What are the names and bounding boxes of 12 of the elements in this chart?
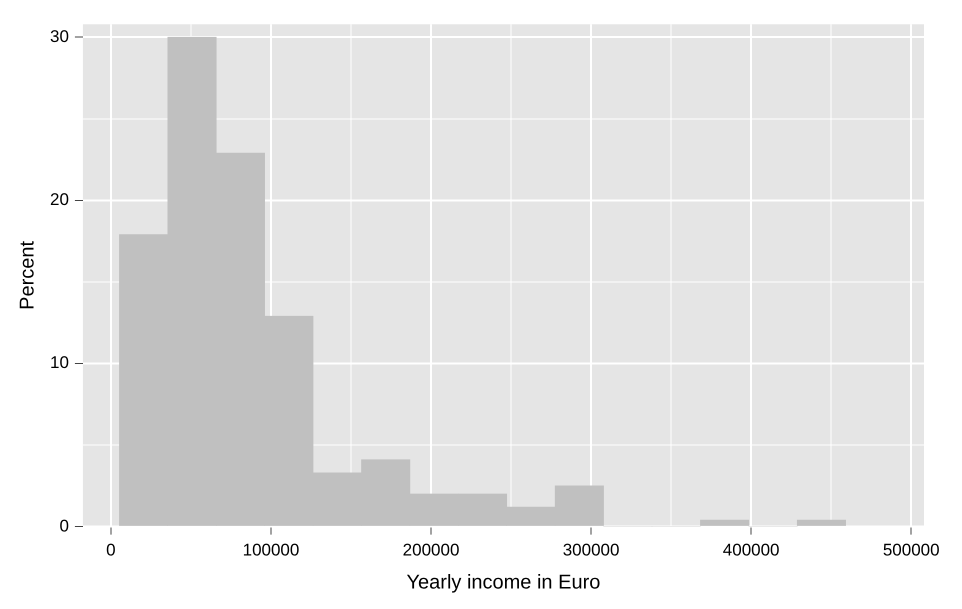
y-axis-title: Percent [16,240,39,310]
y-tick-label: 10 [50,353,69,372]
x-tick-label: 500000 [882,540,940,560]
x-tick-label: 300000 [562,540,620,560]
y-tick-label: 30 [50,26,69,46]
x-tick-label: 100000 [242,540,300,560]
y-tick-label: 20 [50,190,69,210]
x-tick-label: 200000 [402,540,460,560]
y-tick-label: 0 [59,516,69,536]
x-tick-label: 0 [106,540,116,560]
x-axis-title: Yearly income in Euro [406,572,600,594]
x-tick-label: 400000 [722,540,780,560]
